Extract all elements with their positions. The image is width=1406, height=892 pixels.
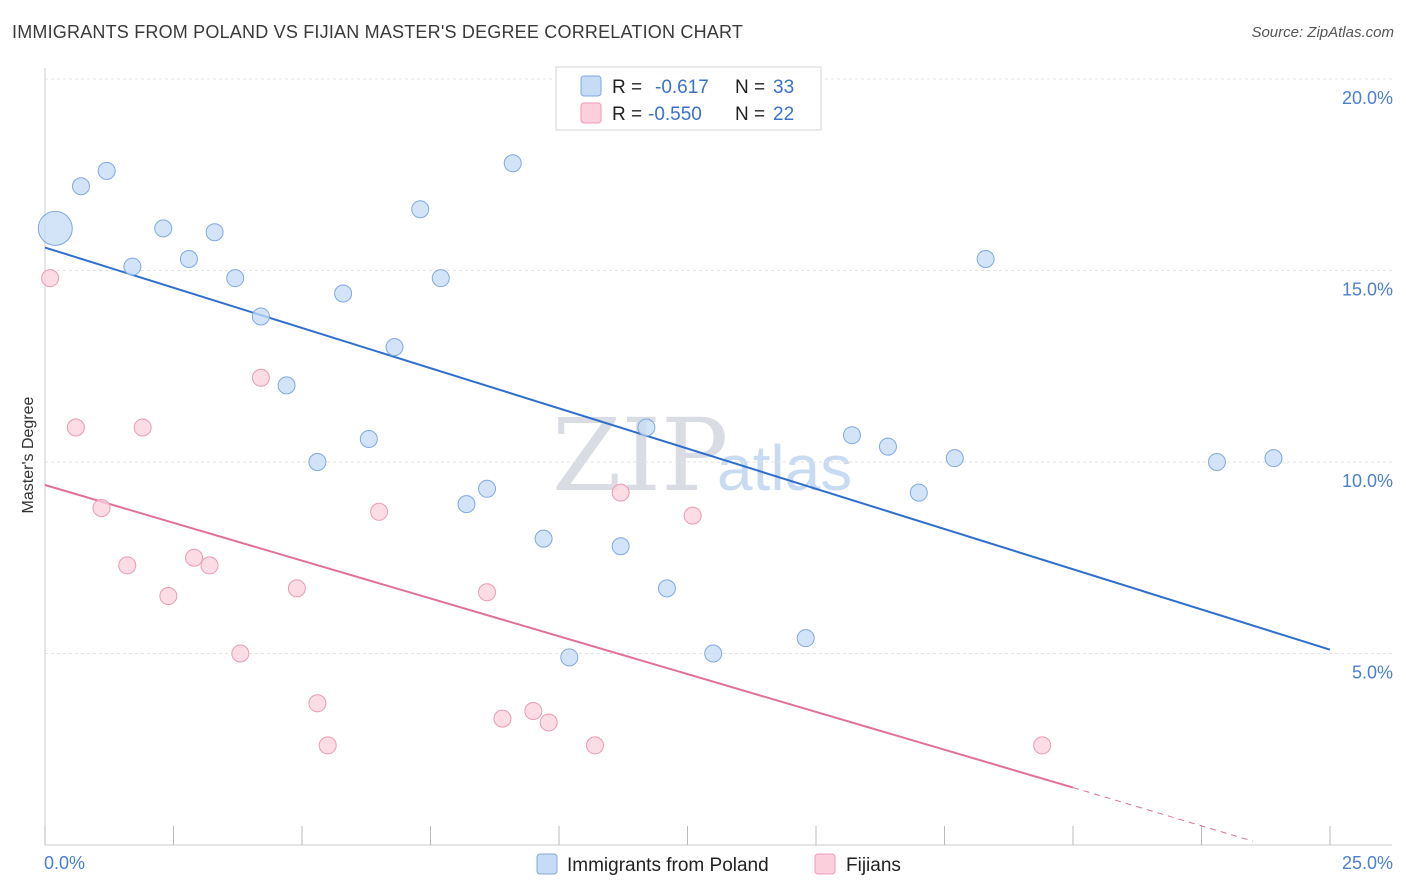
point-fijians-21 xyxy=(1033,736,1052,755)
point-poland-8 xyxy=(251,307,270,326)
trendlines xyxy=(44,246,1331,842)
point-fijians-9 xyxy=(251,368,270,387)
point-poland-6 xyxy=(205,223,224,242)
point-poland-15 xyxy=(431,269,450,288)
x-tick-labels: 0.0% 25.0% xyxy=(44,853,1393,873)
point-poland-27 xyxy=(878,437,897,456)
point-poland-5 xyxy=(179,250,198,269)
point-fijians-18 xyxy=(585,736,604,755)
legend-n-poland: 33 xyxy=(773,77,794,98)
y-tick-label-2: 15.0% xyxy=(1342,280,1393,300)
chart-title: IMMIGRANTS FROM POLAND VS FIJIAN MASTER'… xyxy=(12,22,744,42)
point-poland-12 xyxy=(359,430,378,449)
point-poland-2 xyxy=(97,161,116,180)
point-fijians-6 xyxy=(185,548,204,567)
point-fijians-20 xyxy=(683,506,702,525)
series-legend-swatch-fijians xyxy=(814,853,836,875)
point-fijians-8 xyxy=(231,644,250,663)
point-fijians-15 xyxy=(493,709,512,728)
point-fijians-5 xyxy=(159,587,178,606)
point-poland-11 xyxy=(334,284,353,303)
point-poland-21 xyxy=(611,537,630,556)
point-poland-18 xyxy=(503,154,522,173)
legend-n-label-poland: N = xyxy=(735,77,765,98)
source-credit: Source: ZipAtlas.com xyxy=(1251,24,1394,41)
stats-legend: R = -0.617 N = 33 R = -0.550 N = 22 xyxy=(555,66,822,131)
point-poland-29 xyxy=(945,449,964,468)
legend-n-fijians: 22 xyxy=(773,104,794,125)
series-legend-swatch-poland xyxy=(536,853,558,875)
point-poland-24 xyxy=(704,644,723,663)
axes xyxy=(44,68,1392,846)
point-poland-30 xyxy=(976,250,995,269)
point-poland-31 xyxy=(1207,453,1226,471)
y-axis-label: Master's Degree xyxy=(20,396,37,513)
point-fijians-2 xyxy=(92,498,111,517)
point-poland-22 xyxy=(637,418,656,437)
point-poland-20 xyxy=(560,648,579,667)
point-poland-14 xyxy=(411,200,430,219)
point-fijians-0 xyxy=(41,269,60,288)
point-poland-19 xyxy=(534,529,553,548)
trendline-poland xyxy=(44,246,1331,651)
point-fijians-10 xyxy=(287,579,306,598)
point-fijians-13 xyxy=(370,502,389,521)
series-legend-label-fijians: Fijians xyxy=(846,855,901,876)
point-fijians-11 xyxy=(308,694,327,713)
y-tick-label-0: 5.0% xyxy=(1352,663,1393,683)
trendline-dashed-fijians xyxy=(1072,787,1254,842)
y-tick-label-1: 10.0% xyxy=(1342,471,1393,491)
point-poland-26 xyxy=(842,426,861,445)
point-fijians-1 xyxy=(66,418,85,437)
point-poland-3 xyxy=(123,257,142,276)
point-fijians-14 xyxy=(478,583,497,602)
series-legend-label-poland: Immigrants from Poland xyxy=(567,855,769,876)
legend-r-poland: -0.617 xyxy=(655,77,709,98)
point-poland-28 xyxy=(909,483,928,502)
point-poland-10 xyxy=(308,453,327,471)
watermark-atlas: atlas xyxy=(717,432,852,504)
point-fijians-4 xyxy=(133,418,152,437)
point-poland-7 xyxy=(226,269,245,288)
legend-swatch-poland xyxy=(580,75,602,97)
point-poland-16 xyxy=(457,495,476,514)
legend-n-label-fijians: N = xyxy=(735,104,765,125)
legend-r-label-poland: R = xyxy=(612,77,642,98)
point-poland-1 xyxy=(71,177,90,196)
point-fijians-19 xyxy=(611,483,630,502)
point-fijians-7 xyxy=(200,556,219,575)
point-poland-4 xyxy=(154,219,173,238)
legend-r-fijians: -0.550 xyxy=(648,104,702,125)
point-poland-32 xyxy=(1264,449,1283,468)
trendline-fijians xyxy=(44,484,1074,789)
legend-swatch-fijians xyxy=(580,102,602,124)
y-tick-labels: 5.0% 10.0% 15.0% 20.0% xyxy=(1342,88,1393,683)
point-poland-23 xyxy=(657,579,676,598)
gridlines xyxy=(45,78,1392,654)
point-fijians-17 xyxy=(539,713,558,732)
point-poland-17 xyxy=(478,479,497,498)
y-tick-label-3: 20.0% xyxy=(1342,88,1393,108)
point-fijians-3 xyxy=(118,556,137,575)
point-fijians-16 xyxy=(524,701,543,720)
data-points xyxy=(37,154,1283,755)
point-poland-25 xyxy=(796,629,815,648)
x-tick-label-0: 0.0% xyxy=(44,853,85,873)
point-poland-0 xyxy=(37,210,73,246)
watermark-zip: ZIP xyxy=(552,397,728,514)
point-poland-13 xyxy=(385,338,404,357)
legend-r-label-fijians: R = xyxy=(612,104,642,125)
series-legend: Immigrants from Poland Fijians xyxy=(536,853,901,876)
x-tick-label-1: 25.0% xyxy=(1342,853,1393,873)
point-poland-9 xyxy=(277,376,296,395)
point-fijians-12 xyxy=(318,736,337,755)
